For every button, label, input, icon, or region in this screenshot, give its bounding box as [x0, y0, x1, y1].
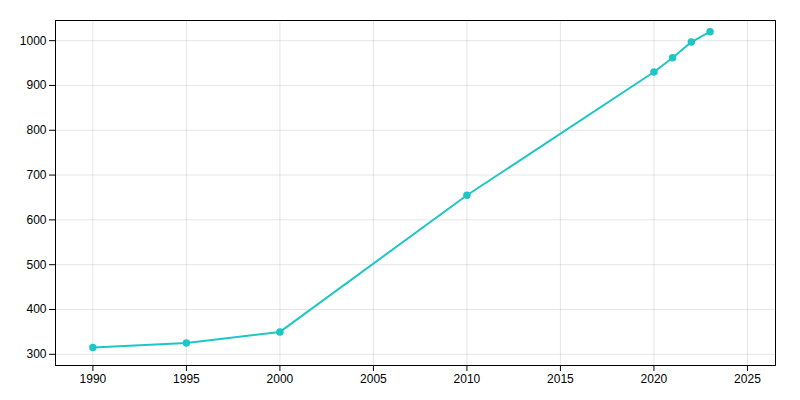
svg-text:700: 700 — [26, 168, 46, 182]
svg-text:500: 500 — [26, 258, 46, 272]
svg-text:2015: 2015 — [547, 372, 574, 386]
svg-text:300: 300 — [26, 347, 46, 361]
svg-text:1995: 1995 — [173, 372, 200, 386]
svg-text:800: 800 — [26, 123, 46, 137]
svg-text:2005: 2005 — [360, 372, 387, 386]
svg-text:400: 400 — [26, 302, 46, 316]
svg-text:1000: 1000 — [20, 34, 47, 48]
svg-text:2000: 2000 — [267, 372, 294, 386]
svg-text:1990: 1990 — [80, 372, 107, 386]
svg-text:900: 900 — [26, 78, 46, 92]
svg-text:2025: 2025 — [734, 372, 761, 386]
svg-text:600: 600 — [26, 213, 46, 227]
svg-text:2010: 2010 — [454, 372, 481, 386]
svg-text:2020: 2020 — [641, 372, 668, 386]
